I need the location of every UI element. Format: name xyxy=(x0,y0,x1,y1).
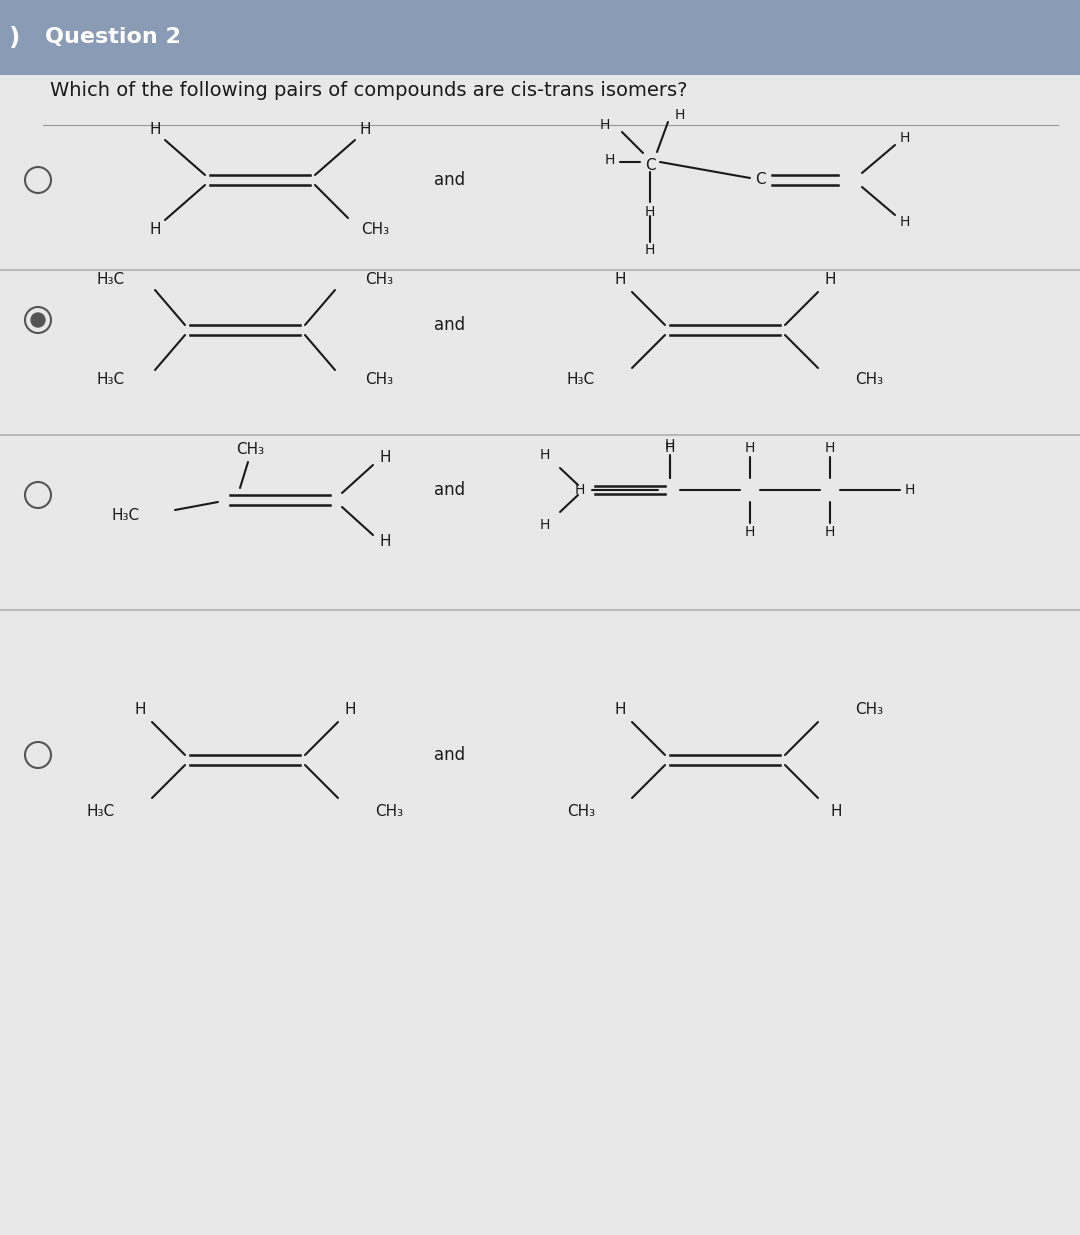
Text: CH₃: CH₃ xyxy=(567,804,595,820)
Text: and: and xyxy=(434,480,465,499)
Text: H: H xyxy=(149,222,161,237)
Text: H: H xyxy=(645,205,656,219)
Text: H₃C: H₃C xyxy=(97,273,125,288)
Text: H: H xyxy=(134,703,146,718)
Text: H: H xyxy=(575,483,585,496)
Text: H: H xyxy=(605,153,616,167)
Text: H: H xyxy=(615,273,625,288)
Text: ): ) xyxy=(10,26,21,49)
Text: H: H xyxy=(345,703,355,718)
Text: CH₃: CH₃ xyxy=(365,373,393,388)
FancyBboxPatch shape xyxy=(0,75,1080,1235)
Text: H: H xyxy=(745,441,755,454)
Text: H: H xyxy=(540,517,550,532)
Text: and: and xyxy=(434,316,465,333)
Text: C: C xyxy=(645,158,656,173)
Text: and: and xyxy=(434,746,465,764)
Circle shape xyxy=(31,312,45,327)
Text: H: H xyxy=(149,122,161,137)
Text: C: C xyxy=(755,173,766,188)
Text: H₃C: H₃C xyxy=(567,373,595,388)
Text: H: H xyxy=(379,451,391,466)
Text: H: H xyxy=(825,525,835,538)
Text: H: H xyxy=(831,804,841,820)
Text: CH₃: CH₃ xyxy=(235,442,265,457)
FancyBboxPatch shape xyxy=(0,0,1080,75)
Text: H: H xyxy=(599,119,610,132)
Text: CH₃: CH₃ xyxy=(855,373,883,388)
Text: H: H xyxy=(745,525,755,538)
Text: and: and xyxy=(434,170,465,189)
Text: H: H xyxy=(675,107,685,122)
Text: H: H xyxy=(645,243,656,257)
Text: H: H xyxy=(379,535,391,550)
Text: H: H xyxy=(540,448,550,462)
Text: H: H xyxy=(665,441,675,454)
Text: Which of the following pairs of compounds are cis-trans isomers?: Which of the following pairs of compound… xyxy=(50,80,688,100)
Text: H₃C: H₃C xyxy=(97,373,125,388)
Text: H: H xyxy=(900,215,910,228)
Text: H: H xyxy=(900,131,910,144)
Text: CH₃: CH₃ xyxy=(365,273,393,288)
Text: H₃C: H₃C xyxy=(86,804,114,820)
Text: Question 2: Question 2 xyxy=(45,27,180,47)
Text: H: H xyxy=(615,703,625,718)
Text: H: H xyxy=(905,483,915,496)
Text: H: H xyxy=(360,122,370,137)
Text: CH₃: CH₃ xyxy=(855,703,883,718)
Text: H₃C: H₃C xyxy=(112,508,140,522)
Text: H: H xyxy=(665,438,675,452)
Text: H: H xyxy=(825,441,835,454)
Text: H: H xyxy=(824,273,836,288)
Text: CH₃: CH₃ xyxy=(361,222,389,237)
Text: CH₃: CH₃ xyxy=(375,804,403,820)
